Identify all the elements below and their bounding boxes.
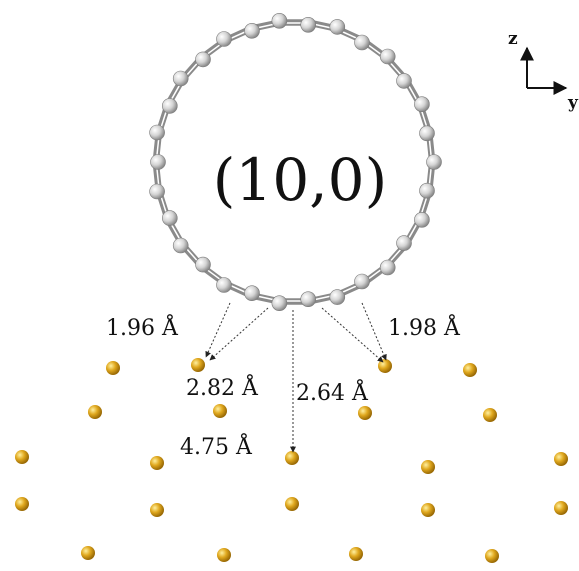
surface-atom: [15, 497, 29, 511]
carbon-atom: [330, 19, 345, 34]
carbon-atom: [217, 278, 232, 293]
carbon-atom: [420, 183, 435, 198]
distance-label-mid-left: 2.82 Å: [186, 373, 259, 401]
surface-atom: [150, 503, 164, 517]
surface-atom: [483, 408, 497, 422]
surface-atom: [15, 450, 29, 464]
distance-label-right: 1.98 Å: [388, 313, 461, 341]
distance-arrow-left: [206, 303, 230, 357]
carbon-atom: [355, 274, 370, 289]
carbon-atom: [245, 286, 260, 301]
surface-atom: [217, 548, 231, 562]
carbon-atom: [162, 98, 177, 113]
carbon-atom: [196, 257, 211, 272]
surface-atom: [150, 456, 164, 470]
distance-label-left: 1.96 Å: [106, 313, 179, 341]
surface-atom: [485, 549, 499, 563]
z-axis-label: z: [508, 29, 518, 49]
carbon-atom: [397, 236, 412, 251]
distance-label-vertical: 4.75 Å: [180, 432, 253, 460]
carbon-atom: [151, 155, 166, 170]
carbon-atom: [397, 73, 412, 88]
surface-atom: [213, 404, 227, 418]
surface-atom: [554, 501, 568, 515]
surface-atom: [349, 547, 363, 561]
surface-atom: [378, 359, 392, 373]
surface-atom: [554, 452, 568, 466]
distance-arrow-mid-left: [210, 308, 268, 360]
carbon-atom: [272, 13, 287, 28]
carbon-atom: [173, 238, 188, 253]
carbon-atom: [414, 97, 429, 112]
carbon-atom: [196, 52, 211, 67]
surface-atom: [285, 451, 299, 465]
surface-atom: [285, 497, 299, 511]
carbon-atom: [420, 126, 435, 141]
carbon-atom: [330, 290, 345, 305]
carbon-atom: [162, 211, 177, 226]
carbon-atom: [217, 32, 232, 47]
nanotube-chirality-label: (10,0): [213, 146, 387, 214]
surface-atom: [358, 406, 372, 420]
carbon-atom: [427, 155, 442, 170]
surface-atom: [421, 460, 435, 474]
carbon-atom: [380, 49, 395, 64]
y-axis-label: y: [567, 93, 579, 113]
surface-atom: [191, 358, 205, 372]
surface-atom: [463, 363, 477, 377]
carbon-atom: [355, 35, 370, 50]
carbon-atom: [173, 71, 188, 86]
carbon-atom: [150, 184, 165, 199]
carbon-atom: [414, 212, 429, 227]
carbon-atom: [301, 292, 316, 307]
carbon-atom: [150, 125, 165, 140]
carbon-atom: [272, 296, 287, 311]
distance-arrow-mid-right: [322, 308, 383, 362]
surface-atom: [81, 546, 95, 560]
surface-atom: [106, 361, 120, 375]
carbon-atom: [245, 23, 260, 38]
surface-atom: [421, 503, 435, 517]
coordinate-axes: z y: [508, 29, 579, 113]
surface-atom: [88, 405, 102, 419]
distance-label-mid-right: 2.64 Å: [296, 378, 369, 406]
surface-atoms: [15, 358, 568, 563]
distance-arrow-right: [362, 303, 386, 360]
carbon-atom: [380, 260, 395, 275]
carbon-atom: [301, 17, 316, 32]
